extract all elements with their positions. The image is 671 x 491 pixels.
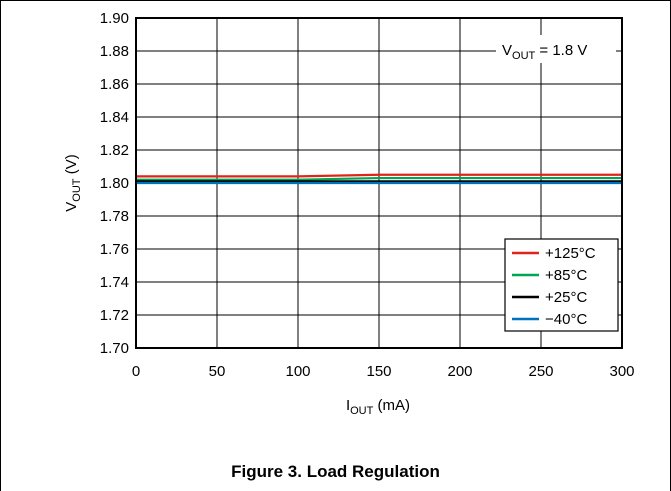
y-tick-label: 1.88 — [100, 43, 129, 60]
y-tick-label: 1.80 — [100, 175, 129, 192]
y-tick-label: 1.84 — [100, 109, 129, 126]
annotation-background — [496, 35, 616, 63]
figure-frame-top — [0, 0, 671, 1]
legend: +125°C +85°C +25°C −40°C — [504, 238, 619, 332]
y-tick-label: 1.74 — [100, 274, 129, 291]
y-axis-title: VOUT (V) — [63, 154, 83, 211]
legend-label: +85°C — [545, 267, 587, 284]
load-regulation-chart: 1.70 1.72 1.74 1.76 1.78 1.80 1.82 1.84 1.86 1.88… — [63, 10, 635, 417]
series-line — [136, 176, 622, 181]
y-tick-label: 1.90 — [100, 10, 129, 27]
x-axis-title: IOUT (mA) — [346, 397, 410, 417]
figure-frame-left — [0, 0, 1, 491]
y-tick-label: 1.76 — [100, 241, 129, 258]
legend-label: −40°C — [545, 311, 587, 328]
legend-box — [504, 238, 619, 332]
y-tick-label: 1.86 — [100, 76, 129, 93]
plot-border — [135, 17, 623, 349]
x-tick-label: 300 — [609, 363, 634, 380]
x-tick-labels: 0 50 100 150 200 250 300 — [132, 363, 635, 380]
y-tick-label: 1.82 — [100, 142, 129, 159]
legend-label: +25°C — [545, 289, 587, 306]
x-tick-label: 100 — [285, 363, 310, 380]
legend-label: +125°C — [545, 245, 596, 262]
x-tick-label: 50 — [209, 363, 226, 380]
figure-caption: Figure 3. Load Regulation — [231, 462, 440, 481]
series-lines — [136, 173, 622, 185]
x-tick-label: 200 — [447, 363, 472, 380]
vout-annotation: VOUT = 1.8 V — [502, 42, 587, 62]
y-tick-label: 1.70 — [100, 340, 129, 357]
y-tick-labels: 1.70 1.72 1.74 1.76 1.78 1.80 1.82 1.84 1.86 1.88… — [100, 10, 129, 357]
series-line — [136, 173, 622, 178]
x-tick-label: 250 — [528, 363, 553, 380]
y-tick-label: 1.78 — [100, 208, 129, 225]
y-tick-label: 1.72 — [100, 307, 129, 324]
x-tick-label: 0 — [132, 363, 140, 380]
x-tick-label: 150 — [366, 363, 391, 380]
